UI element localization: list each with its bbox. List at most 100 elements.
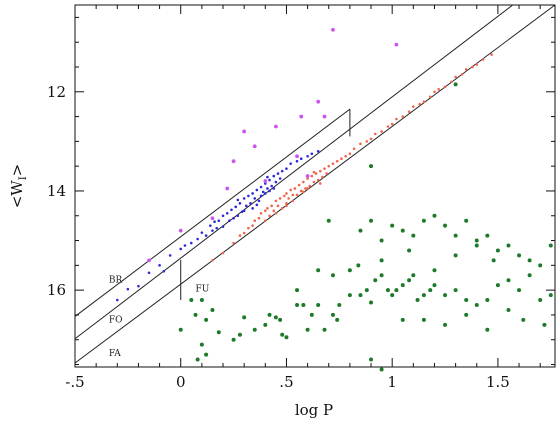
data-point [278,197,282,200]
data-point [232,216,235,220]
data-point [284,335,289,340]
data-point [453,288,458,293]
data-point [422,100,426,103]
data-point [302,190,305,194]
data-point [244,204,248,208]
data-point [330,312,335,317]
data-point [379,238,384,243]
data-point [506,243,511,248]
data-point [287,197,290,200]
data-point [252,144,257,149]
data-point [253,197,257,200]
data-point [274,211,278,215]
data-point [283,194,286,198]
data-point [280,169,284,173]
data-point [305,174,310,178]
data-point [230,208,233,212]
data-point [273,124,278,129]
y-tick-label: 14 [47,182,66,200]
data-point [266,187,269,190]
data-point [264,192,267,195]
data-point [200,231,204,234]
plot-frame [74,4,556,368]
data-point [178,228,183,233]
data-point [495,248,500,253]
data-point [147,271,151,275]
data-point [295,288,300,293]
data-point [242,231,246,235]
data-point [204,352,209,357]
data-point [285,192,288,195]
data-point [242,197,246,200]
data-point [364,288,369,293]
data-point [542,322,547,327]
data-point [495,283,500,288]
data-point [373,278,378,283]
data-point [428,288,433,293]
data-point [443,85,447,89]
data-point [247,194,250,198]
data-point [312,170,316,174]
band-labels: BR FO FU FA [109,276,210,359]
data-point [276,204,280,208]
data-point [253,219,257,223]
data-point [316,303,321,308]
data-point [432,213,437,218]
data-point [418,102,421,106]
data-point [474,243,479,248]
data-point [475,63,479,66]
data-point [347,268,352,273]
data-point [304,187,307,190]
data-point [211,229,214,232]
data-point [196,237,199,241]
data-point [259,194,263,198]
data-point [274,199,278,203]
data-point [344,154,347,158]
data-point [225,211,229,215]
data-point [394,288,399,293]
data-point [301,303,306,308]
data-point [210,307,215,312]
data-point [204,317,209,322]
data-point [386,125,390,128]
data-point [421,317,426,322]
data-point [323,167,326,170]
data-point [255,188,259,192]
band-label-br: BR [109,276,123,286]
data-point [379,273,384,278]
data-point [322,327,327,332]
data-point [251,192,254,195]
data-point [352,147,356,151]
data-point [285,202,288,205]
data-point [272,174,276,178]
data-point [326,218,331,223]
data-point [267,312,272,317]
data-point [189,241,193,245]
data-point [259,185,263,189]
data-point [217,219,221,223]
data-point [285,167,288,170]
data-point [517,288,522,293]
boundary-line-middle [74,4,514,340]
data-point [314,172,318,175]
band-label-fa: FA [109,349,121,359]
data-point [385,288,390,293]
data-point [261,190,265,194]
boundary-lines [74,4,556,364]
data-point [316,268,321,273]
data-point [464,312,469,317]
data-point [231,337,236,342]
data-point [289,188,292,192]
data-point [115,298,119,302]
data-point [272,187,276,190]
data-point [264,209,267,213]
data-point [400,228,405,233]
data-point [257,216,261,220]
data-point [443,322,448,327]
data-point [464,218,469,223]
data-point [358,228,363,233]
data-point [491,258,496,263]
data-point [443,293,448,298]
data-point [432,283,437,288]
data-point [278,177,282,180]
